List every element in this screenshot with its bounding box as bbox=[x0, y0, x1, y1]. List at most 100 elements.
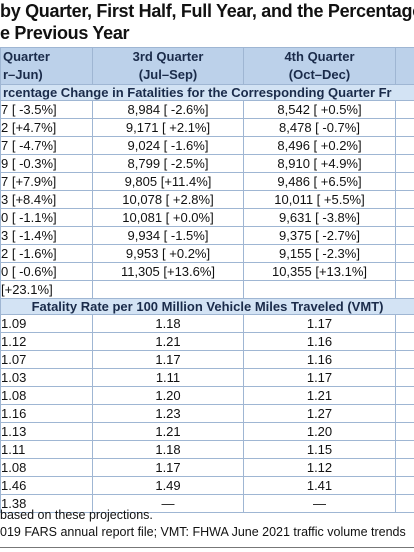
cell: 1.46 bbox=[0, 476, 93, 495]
bottom-rule bbox=[0, 547, 414, 548]
cell: 3 [+8.4%] bbox=[0, 190, 93, 209]
cell: — bbox=[243, 494, 396, 513]
column-header-line: 4th Quarter bbox=[284, 49, 355, 64]
cell: 1.15 bbox=[243, 440, 396, 459]
data-row: 1.11 1.18 1.15 bbox=[0, 440, 414, 459]
cell: 9,155 [ -2.3%] bbox=[243, 244, 396, 263]
cell bbox=[243, 280, 396, 299]
data-row: 1.38— — bbox=[0, 494, 414, 513]
cell: 1.03 bbox=[0, 368, 93, 387]
cell: 1.13 bbox=[0, 422, 93, 441]
cell: 1.12 bbox=[0, 332, 93, 351]
cell: 3 [ -1.4%] bbox=[0, 226, 93, 245]
cell bbox=[395, 476, 414, 495]
cell bbox=[395, 190, 414, 209]
cell: 7 [ -4.7%] bbox=[0, 136, 93, 155]
column-header: 3rd Quarter (Jul–Sep) bbox=[92, 47, 244, 85]
cell bbox=[395, 404, 414, 423]
cell bbox=[395, 280, 414, 299]
data-row: 1.12 1.21 1.16 bbox=[0, 332, 414, 351]
cell bbox=[395, 100, 414, 119]
cell: 9,805 [+11.4%] bbox=[92, 172, 244, 191]
title-line: e Previous Year bbox=[0, 23, 130, 43]
column-header-line: (Jul–Sep) bbox=[138, 67, 198, 82]
cell: 7 [ -3.5%] bbox=[0, 100, 93, 119]
cell: 1.16 bbox=[243, 350, 396, 369]
cell: 1.12 bbox=[243, 458, 396, 477]
cell: 9,024 [ -1.6%] bbox=[92, 136, 244, 155]
cell: 1.17 bbox=[92, 350, 244, 369]
cell bbox=[395, 136, 414, 155]
cell: 1.20 bbox=[92, 386, 244, 405]
cell bbox=[395, 350, 414, 369]
cell: 1.08 bbox=[0, 386, 93, 405]
cell: 8,542 [ +0.5%] bbox=[243, 100, 396, 119]
data-row: 1.46 1.49 1.41 bbox=[0, 476, 414, 495]
cell: 9,375 [ -2.7%] bbox=[243, 226, 396, 245]
header-row: Quarter r–Jun) 3rd Quarter (Jul–Sep) 4th Qua… bbox=[0, 47, 414, 85]
cell: 1.11 bbox=[92, 368, 244, 387]
footnote: based on these projections. bbox=[0, 508, 153, 522]
cell: 9,953 [ +0.2%] bbox=[92, 244, 244, 263]
cell bbox=[395, 440, 414, 459]
cell: 1.18 bbox=[92, 440, 244, 459]
cell bbox=[92, 280, 244, 299]
cell: 1.17 bbox=[243, 368, 396, 387]
cell: 9,934 [ -1.5%] bbox=[92, 226, 244, 245]
footnote: 019 FARS annual report file; VMT: FHWA J… bbox=[0, 525, 406, 539]
data-row: 2 [+4.7%] 9,171 [ +2.1%] 8,478 [ -0.7%] bbox=[0, 118, 414, 137]
cell bbox=[395, 458, 414, 477]
title: by Quarter, First Half, Full Year, and t… bbox=[0, 0, 414, 44]
data-row: 1.07 1.17 1.16 bbox=[0, 350, 414, 369]
cell: 0 [ -1.1%] bbox=[0, 208, 93, 227]
cell: 1.49 bbox=[92, 476, 244, 495]
cell: 10,081 [ +0.0%] bbox=[92, 208, 244, 227]
cell: 1.16 bbox=[0, 404, 93, 423]
cell: 0 [ -0.6%] bbox=[0, 262, 93, 281]
cell: 1.18 bbox=[92, 314, 244, 333]
cell: 1.16 bbox=[243, 332, 396, 351]
cell: 1.21 bbox=[243, 386, 396, 405]
cell: 8,478 [ -0.7%] bbox=[243, 118, 396, 137]
column-header-line: 3rd Quarter bbox=[132, 49, 204, 64]
data-row: 7 [+7.9%] 9,805 [+11.4%] 9,486 [ +6.5%] bbox=[0, 172, 414, 191]
cell bbox=[395, 368, 414, 387]
cell bbox=[395, 154, 414, 173]
cell: 1.21 bbox=[92, 422, 244, 441]
cell bbox=[395, 208, 414, 227]
cell bbox=[395, 244, 414, 263]
column-header: 4th Quarter (Oct–Dec) bbox=[243, 47, 396, 85]
cell: 11,305 [+13.6%] bbox=[92, 262, 244, 281]
cell bbox=[395, 226, 414, 245]
cell: 7 [+7.9%] bbox=[0, 172, 93, 191]
data-row: 1.03 1.11 1.17 bbox=[0, 368, 414, 387]
cell bbox=[395, 314, 414, 333]
data-row: 0 [ -0.6%] 11,305 [+13.6%] 10,355 [+13.1%] bbox=[0, 262, 414, 281]
cell: 9 [ -0.3%] bbox=[0, 154, 93, 173]
cell: 1.17 bbox=[243, 314, 396, 333]
section-heading: rcentage Change in Fatalities for the Co… bbox=[0, 84, 414, 101]
data-row: 3 [+8.4%] 10,078 [ +2.8%] 10,011 [ +5.5%] bbox=[0, 190, 414, 209]
section-row: Fatality Rate per 100 Million Vehicle Mi… bbox=[0, 298, 414, 315]
column-header-line: r–Jun) bbox=[3, 67, 43, 82]
cell: 9,486 [ +6.5%] bbox=[243, 172, 396, 191]
cell: 10,011 [ +5.5%] bbox=[243, 190, 396, 209]
cell: 1.20 bbox=[243, 422, 396, 441]
data-table: Quarter r–Jun) 3rd Quarter (Jul–Sep) 4th Qua… bbox=[0, 47, 414, 513]
cell: 9,631 [ -3.8%] bbox=[243, 208, 396, 227]
cell: 1.17 bbox=[92, 458, 244, 477]
data-row: 1.08 1.17 1.12 bbox=[0, 458, 414, 477]
data-row: 1.09 1.18 1.17 bbox=[0, 314, 414, 333]
cell: 1.21 bbox=[92, 332, 244, 351]
data-row: 3 [ -1.4%] 9,934 [ -1.5%] 9,375 [ -2.7%] bbox=[0, 226, 414, 245]
data-row: 7 [ -3.5%] 8,984 [ -2.6%] 8,542 [ +0.5%] bbox=[0, 100, 414, 119]
cell: 2 [ -1.6%] bbox=[0, 244, 93, 263]
data-row: [+23.1%] bbox=[0, 280, 414, 299]
column-header-line: Quarter bbox=[3, 49, 50, 64]
cell: 1.38 bbox=[0, 494, 93, 513]
title-line: by Quarter, First Half, Full Year, and t… bbox=[0, 1, 414, 21]
cell: 8,910 [ +4.9%] bbox=[243, 154, 396, 173]
data-row: 2 [ -1.6%] 9,953 [ +0.2%] 9,155 [ -2.3%] bbox=[0, 244, 414, 263]
cell bbox=[395, 262, 414, 281]
cell bbox=[395, 386, 414, 405]
